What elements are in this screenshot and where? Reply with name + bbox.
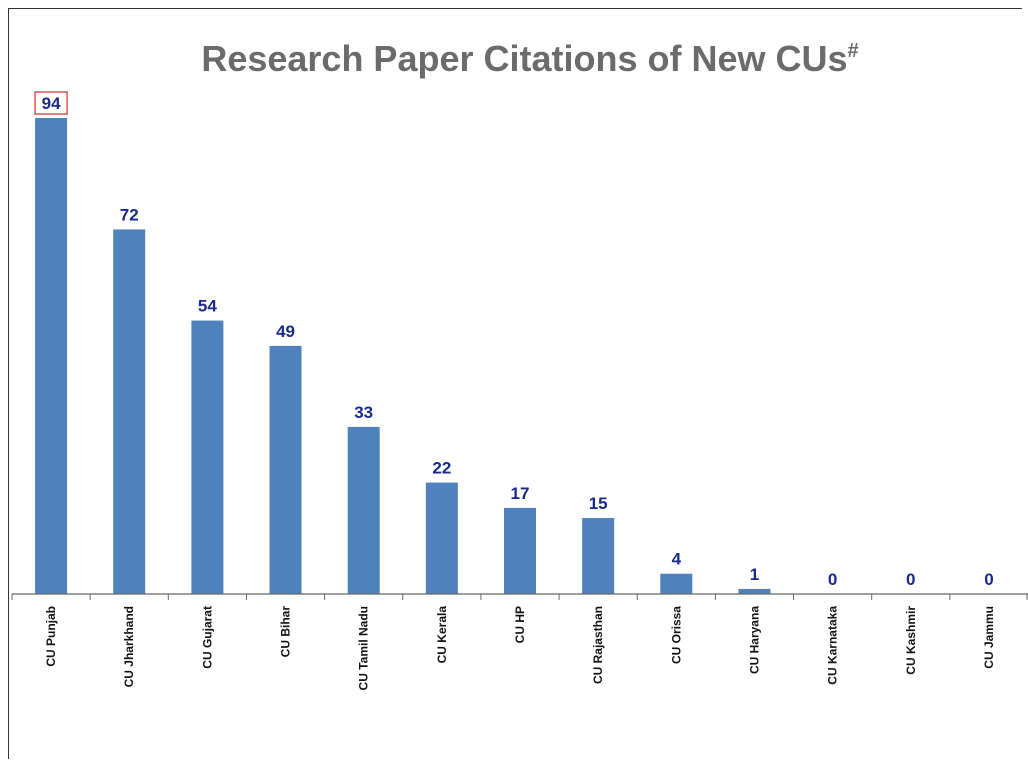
bar <box>113 229 146 595</box>
value-label: 94 <box>42 94 61 113</box>
bar <box>425 482 458 594</box>
category-label: CU Haryana <box>747 606 761 674</box>
value-label: 54 <box>198 297 217 316</box>
bar <box>738 588 771 594</box>
bar <box>191 320 224 594</box>
x-axis <box>11 593 1028 600</box>
highlight-box <box>34 91 68 115</box>
value-label: 1 <box>750 565 759 584</box>
chart-title-superscript: # <box>848 40 859 62</box>
category-label: CU Rajasthan <box>591 606 605 684</box>
chart-title-text: Research Paper Citations of New CUs <box>201 38 847 79</box>
value-label: 4 <box>672 550 682 569</box>
category-label: CU Gujarat <box>200 606 214 669</box>
value-label: 22 <box>432 459 451 478</box>
value-label: 49 <box>276 322 295 341</box>
bar <box>269 345 302 594</box>
bar <box>347 426 380 594</box>
value-label: 0 <box>828 570 837 589</box>
value-label: 0 <box>984 570 993 589</box>
bar <box>35 118 68 594</box>
bar <box>582 518 615 594</box>
value-label: 33 <box>354 403 373 422</box>
bar <box>660 573 693 594</box>
category-label: CU Jammu <box>982 606 996 669</box>
category-label: CU Kerala <box>435 606 449 664</box>
value-label: 72 <box>120 205 139 224</box>
category-label: CU Orissa <box>669 606 683 664</box>
value-labels-layer: 94 72 54 49 33 22 17 15 4 1 0 0 0 <box>34 91 994 589</box>
category-label: CU Punjab <box>44 606 58 667</box>
category-label: CU Tamil Nadu <box>357 606 371 690</box>
value-label: 0 <box>906 570 915 589</box>
category-label: CU Bihar <box>279 606 293 658</box>
category-label: CU HP <box>513 606 527 643</box>
value-label: 17 <box>511 484 530 503</box>
category-label: CU Kashmir <box>904 606 918 675</box>
category-label: CU Jharkhand <box>122 606 136 687</box>
chart-title: Research Paper Citations of New CUs# <box>201 38 858 79</box>
bars-layer <box>35 118 771 595</box>
category-label: CU Karnataka <box>826 606 840 685</box>
value-label: 15 <box>589 494 608 513</box>
chart-frame <box>8 8 1022 759</box>
bar <box>504 507 536 594</box>
category-labels-layer: CU Punjab CU Jharkhand CU Gujarat CU Bihar C… <box>44 606 996 691</box>
